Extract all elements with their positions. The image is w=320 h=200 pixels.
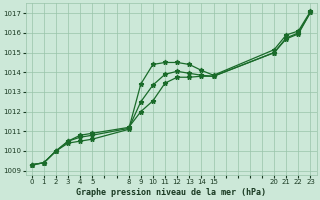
X-axis label: Graphe pression niveau de la mer (hPa): Graphe pression niveau de la mer (hPa)	[76, 188, 266, 197]
